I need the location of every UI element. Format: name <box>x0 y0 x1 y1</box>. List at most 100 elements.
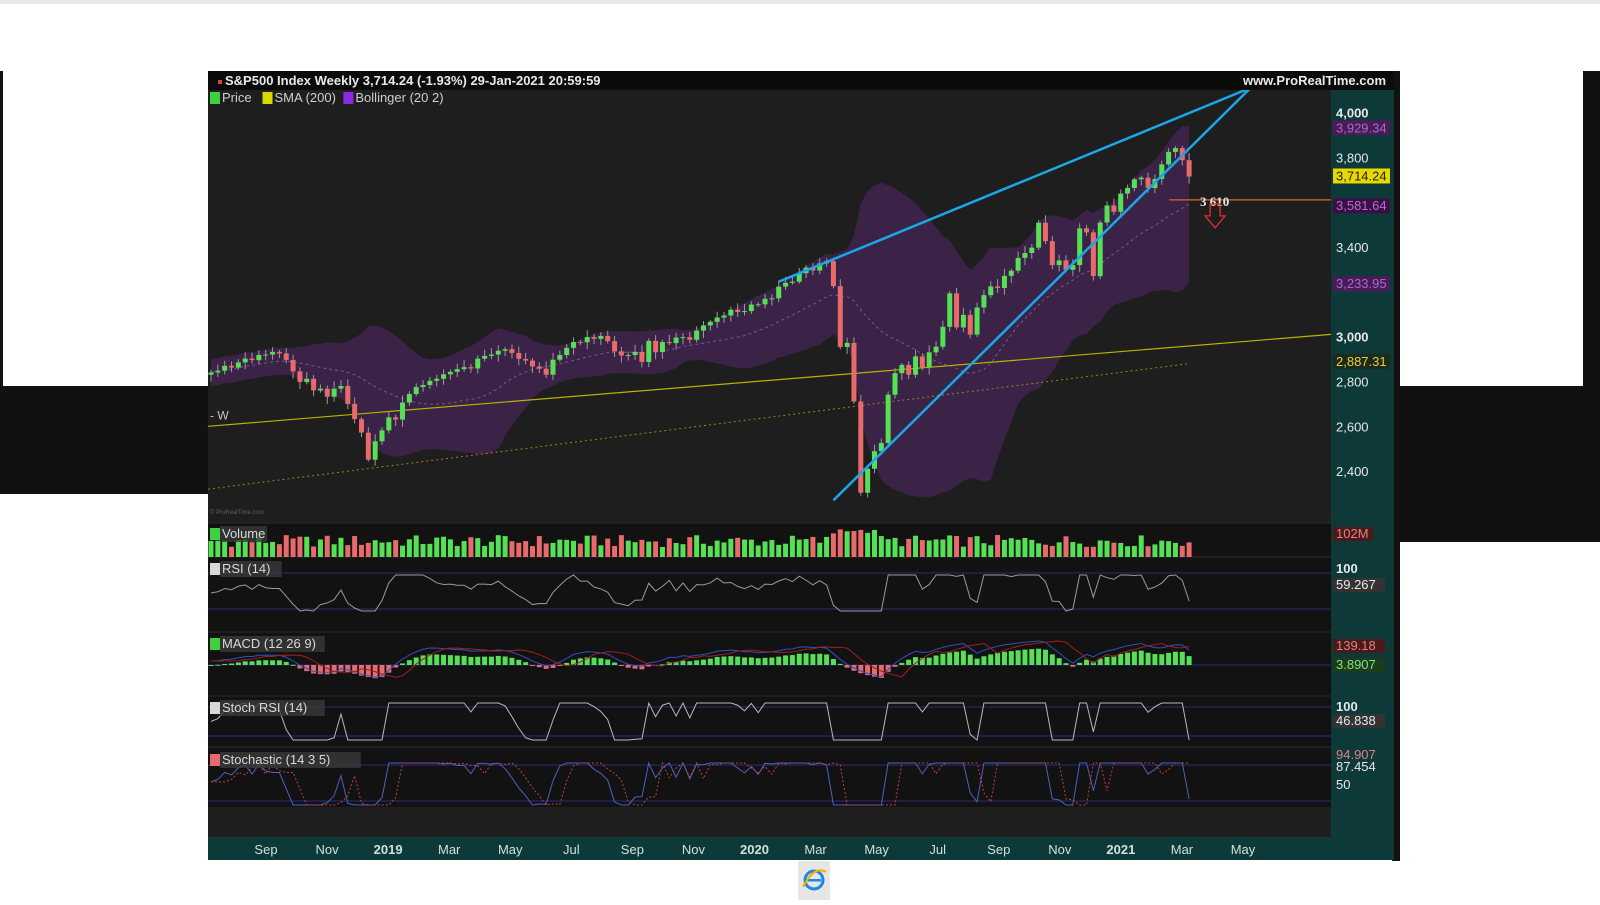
volume-bar <box>577 543 583 557</box>
pane-label: Stochastic (14 3 5) <box>222 752 330 767</box>
time-axis-tick: Nov <box>316 842 340 857</box>
candle <box>1125 187 1131 194</box>
price-axis-tick: 3,000 <box>1336 330 1369 345</box>
candle <box>276 351 282 354</box>
volume-bar <box>1042 544 1048 557</box>
legend-label: SMA (200) <box>275 90 336 105</box>
macd-bar <box>447 655 453 665</box>
macd-bar <box>1036 648 1042 665</box>
background-top-line <box>0 0 1600 4</box>
time-axis-tick: 2019 <box>374 842 403 857</box>
macd-bar <box>1138 650 1144 665</box>
candle <box>516 352 522 359</box>
macd-bar <box>564 662 570 665</box>
stoch-rsi-value: 46.838 <box>1336 713 1376 728</box>
candle <box>215 370 221 373</box>
macd-bar <box>345 665 351 673</box>
candle <box>242 358 248 363</box>
price-label: 3,581.64 <box>1336 198 1387 213</box>
candle <box>283 353 289 360</box>
volume-bar <box>824 536 830 557</box>
candle <box>461 367 467 370</box>
candle <box>947 293 953 327</box>
price-axis-panel <box>1331 90 1394 860</box>
macd-bar <box>400 663 406 665</box>
volume-bar <box>625 540 631 557</box>
candle <box>1172 148 1178 152</box>
candle <box>256 355 262 361</box>
time-axis-tick: Mar <box>804 842 827 857</box>
volume-bar <box>1118 542 1124 557</box>
macd-signal-box <box>1333 658 1385 672</box>
volume-bar <box>1145 546 1151 557</box>
macd-bar <box>940 653 946 665</box>
stochastic-value-k: 94.907 <box>1336 747 1376 762</box>
indicator-pane <box>208 747 1331 807</box>
macd-bar <box>324 665 330 675</box>
macd-bar <box>1056 658 1062 665</box>
volume-bar <box>783 543 789 557</box>
macd-bar <box>769 657 775 665</box>
macd-bar <box>495 655 501 665</box>
volume-bar <box>844 531 850 557</box>
macd-bar <box>550 665 556 668</box>
candle <box>345 385 351 404</box>
macd-signal-value: 3.8907 <box>1336 657 1376 672</box>
volume-bar <box>721 542 727 557</box>
macd-bar <box>215 664 221 666</box>
candle <box>762 298 768 305</box>
volume-bar <box>475 538 481 557</box>
volume-bar <box>297 536 303 557</box>
candle <box>1042 222 1048 242</box>
macd-bar <box>297 665 303 669</box>
candle <box>372 441 378 460</box>
price-label: 3,929.34 <box>1336 120 1387 135</box>
site-link[interactable]: www.ProRealTime.com <box>1242 73 1386 88</box>
chart-title: S&P500 Index Weekly 3,714.24 (-1.93%) 29… <box>218 71 601 90</box>
candle <box>208 372 214 375</box>
volume-bar <box>536 536 542 557</box>
candle <box>769 298 775 300</box>
candle <box>974 307 980 335</box>
volume-bar <box>899 546 905 557</box>
macd-bar <box>612 662 618 665</box>
candle <box>892 373 898 395</box>
candle <box>632 351 638 356</box>
macd-bar <box>331 665 337 674</box>
candle <box>817 263 823 271</box>
candle <box>673 337 679 344</box>
candle <box>796 273 802 282</box>
candle <box>550 359 556 375</box>
volume-bar <box>454 546 460 557</box>
ie-icon[interactable] <box>798 861 830 900</box>
volume-bar <box>509 541 515 557</box>
candle <box>776 286 782 299</box>
macd-bar <box>379 665 385 678</box>
volume-bar <box>1029 539 1035 557</box>
macd-bar <box>488 656 494 665</box>
price-label-box <box>1333 120 1390 136</box>
candle <box>967 314 973 335</box>
macd-bar <box>1097 658 1103 665</box>
volume-bar <box>420 544 426 557</box>
volume-bar <box>913 535 919 557</box>
price-axis-tick: 2,800 <box>1336 374 1369 389</box>
price-chart[interactable]: 3 610 - W Price SMA (200) Bollinger (20 2) 4,… <box>208 71 1394 860</box>
macd-bar <box>523 662 529 665</box>
volume-bar <box>502 536 508 557</box>
candle <box>338 385 344 389</box>
pane-label-box <box>220 636 325 652</box>
pane-label-swatch <box>210 702 220 714</box>
macd-bar <box>1077 662 1083 665</box>
candle <box>1063 260 1069 270</box>
candle <box>694 330 700 340</box>
volume-bar <box>1097 540 1103 557</box>
volume-bar <box>1166 541 1172 557</box>
candle <box>495 350 501 355</box>
candle <box>222 365 228 371</box>
volume-bar <box>906 538 912 557</box>
macd-bar <box>543 665 549 669</box>
macd-value: 139.18 <box>1336 638 1376 653</box>
chart-title-text: S&P500 Index Weekly 3,714.24 (-1.93%) 29… <box>225 73 601 88</box>
volume-bar <box>427 543 433 557</box>
